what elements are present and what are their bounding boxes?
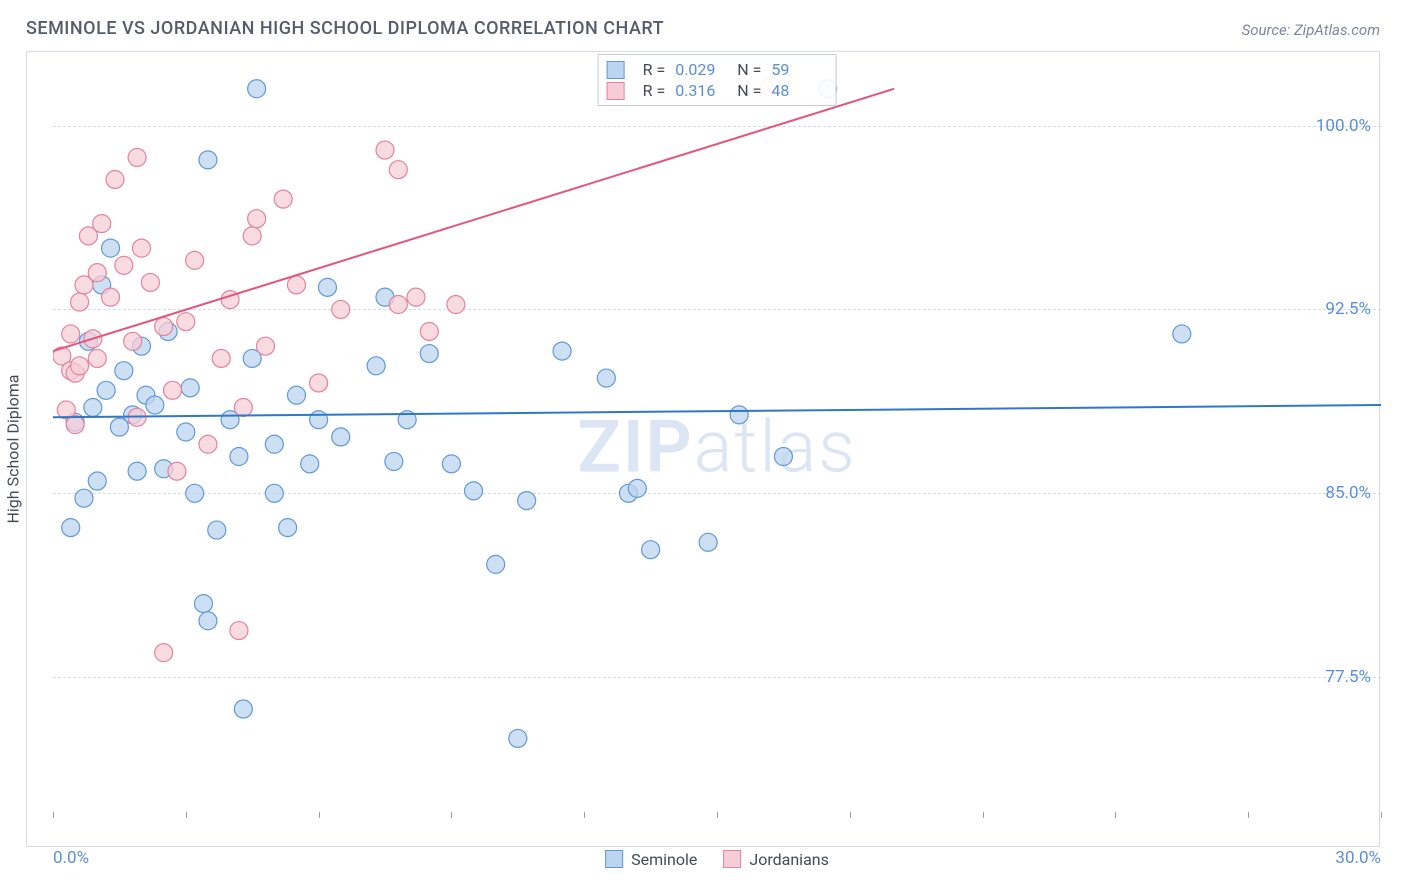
x-max-label: 30.0% <box>1335 848 1381 868</box>
plot-area: ZIPatlas R = 0.029 N = 59 R = 0.316 N = … <box>53 52 1381 812</box>
stats-row-jordanians: R = 0.316 N = 48 <box>607 80 824 101</box>
source-label: Source: ZipAtlas.com <box>1242 21 1380 39</box>
bottom-legend: Seminole Jordanians <box>605 850 829 869</box>
stats-row-seminole: R = 0.029 N = 59 <box>607 59 824 80</box>
swatch-jordanians-icon <box>723 850 741 868</box>
header: SEMINOLE VS JORDANIAN HIGH SCHOOL DIPLOM… <box>0 0 1406 45</box>
legend-item-jordanians: Jordanians <box>723 850 828 869</box>
swatch-seminole-icon <box>607 61 625 79</box>
stats-legend: R = 0.029 N = 59 R = 0.316 N = 48 <box>598 54 837 106</box>
y-axis-label: High School Diploma <box>4 375 23 524</box>
legend-item-seminole: Seminole <box>605 850 697 869</box>
chart-container: High School Diploma ZIPatlas R = 0.029 N… <box>26 51 1380 847</box>
swatch-seminole-icon <box>605 850 623 868</box>
x-axis: 0.0% Seminole Jordanians 30.0% <box>53 848 1381 876</box>
x-min-label: 0.0% <box>53 848 89 868</box>
trend-lines <box>53 52 1381 812</box>
chart-title: SEMINOLE VS JORDANIAN HIGH SCHOOL DIPLOM… <box>26 18 664 39</box>
swatch-jordanians-icon <box>607 82 625 100</box>
